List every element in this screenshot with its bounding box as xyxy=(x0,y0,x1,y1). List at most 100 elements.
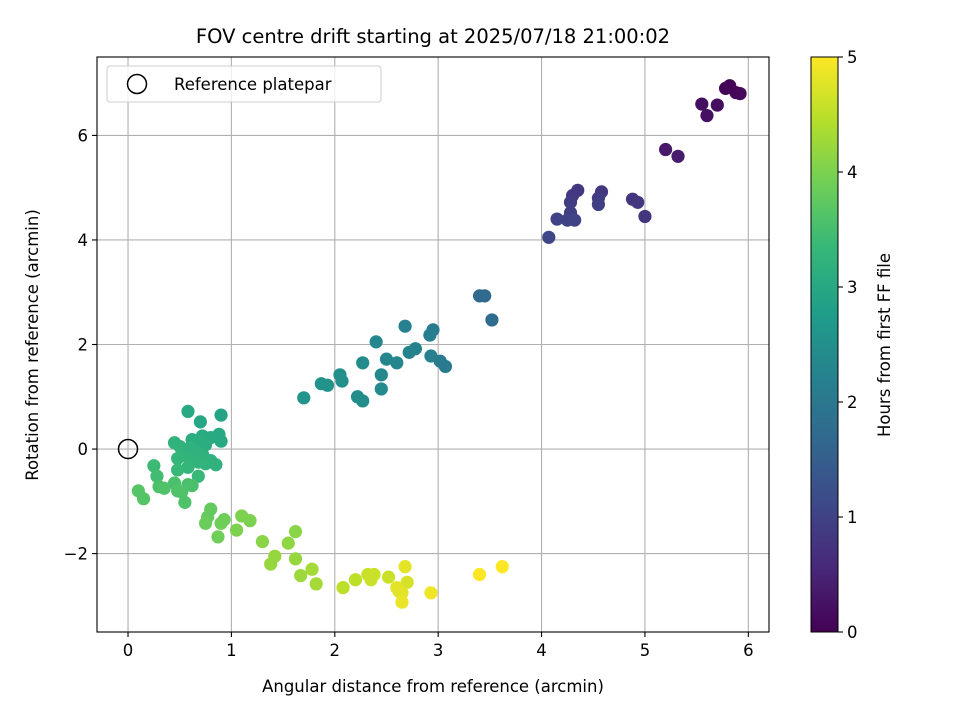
data-point xyxy=(700,108,714,123)
colorbar-tick-label: 2 xyxy=(847,393,858,412)
data-point xyxy=(659,142,673,157)
data-point xyxy=(381,570,396,584)
data-point xyxy=(402,345,416,359)
chart-title: FOV centre drift starting at 2025/07/18 … xyxy=(196,25,670,48)
data-point xyxy=(150,469,164,483)
reference-platepar-point xyxy=(117,438,139,460)
data-point xyxy=(136,492,151,506)
data-point xyxy=(356,394,370,408)
data-point xyxy=(395,595,409,609)
data-point xyxy=(297,391,311,405)
data-point xyxy=(255,534,270,549)
y-axis-ticks: −2 0 2 4 6 xyxy=(64,126,97,564)
data-point xyxy=(336,580,350,595)
data-point xyxy=(288,552,303,566)
data-point xyxy=(398,560,412,574)
x-tick-label: 5 xyxy=(640,641,651,660)
data-point xyxy=(175,485,189,499)
data-point xyxy=(157,481,171,495)
grid-lines xyxy=(97,57,769,632)
colorbar-tick-label: 3 xyxy=(847,278,858,297)
data-point xyxy=(400,575,414,589)
data-point xyxy=(198,516,213,530)
colorbar-tick-label: 1 xyxy=(847,508,858,527)
data-point xyxy=(198,457,213,471)
data-point xyxy=(424,586,438,600)
data-point xyxy=(243,514,257,528)
data-point xyxy=(568,213,582,227)
x-tick-label: 3 xyxy=(433,641,444,660)
data-point xyxy=(335,374,349,388)
colorbar-tick-label: 5 xyxy=(847,48,858,67)
data-point xyxy=(733,86,747,101)
data-point xyxy=(638,209,652,224)
data-point xyxy=(398,319,412,333)
x-axis-label: Angular distance from reference (arcmin) xyxy=(262,677,604,696)
data-point xyxy=(193,415,207,429)
data-point xyxy=(478,289,492,303)
data-point xyxy=(379,352,394,366)
data-point xyxy=(147,459,161,473)
data-point xyxy=(710,98,724,112)
data-point xyxy=(305,562,319,576)
data-point xyxy=(550,212,564,226)
data-point xyxy=(211,530,225,544)
data-point xyxy=(214,434,228,448)
x-axis-ticks: 0 1 2 3 4 5 6 xyxy=(123,632,754,660)
data-point xyxy=(438,359,453,374)
data-point xyxy=(423,328,437,342)
data-point xyxy=(374,382,388,396)
data-point xyxy=(390,356,404,370)
colorbar-tick-label: 4 xyxy=(847,163,858,182)
colorbar-tick-label: 0 xyxy=(847,623,858,642)
data-point xyxy=(229,523,244,537)
data-point xyxy=(185,479,199,493)
y-tick-label: −2 xyxy=(64,545,88,564)
data-point xyxy=(369,335,383,349)
data-point xyxy=(294,568,308,583)
data-point xyxy=(495,560,509,574)
x-tick-label: 2 xyxy=(330,641,341,660)
data-point xyxy=(209,458,223,472)
data-point xyxy=(591,197,606,212)
data-point xyxy=(542,230,556,244)
data-point xyxy=(631,195,645,209)
data-point xyxy=(171,451,185,466)
colorbar-label: Hours from first FF file xyxy=(875,253,894,437)
data-point xyxy=(181,404,195,419)
colorbar-ticks: 0 1 2 3 4 5 xyxy=(838,48,858,642)
x-tick-label: 0 xyxy=(123,641,134,660)
data-point xyxy=(472,567,487,582)
data-point xyxy=(563,195,578,209)
legend: Reference platepar xyxy=(106,65,382,103)
data-point xyxy=(178,495,192,509)
data-point xyxy=(281,536,295,550)
colorbar: 0 1 2 3 4 5 Hours from first FF file xyxy=(810,48,894,642)
data-point xyxy=(395,586,409,600)
reference-marker xyxy=(117,438,139,460)
legend-label-reference: Reference platepar xyxy=(174,75,332,94)
y-tick-label: 2 xyxy=(78,336,89,355)
data-point xyxy=(264,557,278,571)
colorbar-gradient xyxy=(810,56,839,633)
x-tick-label: 1 xyxy=(226,641,237,660)
x-tick-label: 6 xyxy=(743,641,754,660)
data-point xyxy=(214,516,228,530)
legend-marker-reference xyxy=(126,73,148,95)
data-point xyxy=(374,368,388,382)
data-point xyxy=(364,573,378,587)
data-point xyxy=(191,469,205,483)
data-point xyxy=(288,525,303,539)
data-point xyxy=(671,149,685,163)
data-points xyxy=(131,79,747,609)
data-point xyxy=(348,573,363,587)
y-tick-label: 0 xyxy=(78,440,89,459)
x-tick-label: 4 xyxy=(536,641,547,660)
data-point xyxy=(485,313,499,327)
data-point xyxy=(320,378,335,392)
data-point xyxy=(356,356,370,370)
data-point xyxy=(695,97,709,111)
legend-box xyxy=(106,65,382,103)
data-point xyxy=(171,463,185,477)
